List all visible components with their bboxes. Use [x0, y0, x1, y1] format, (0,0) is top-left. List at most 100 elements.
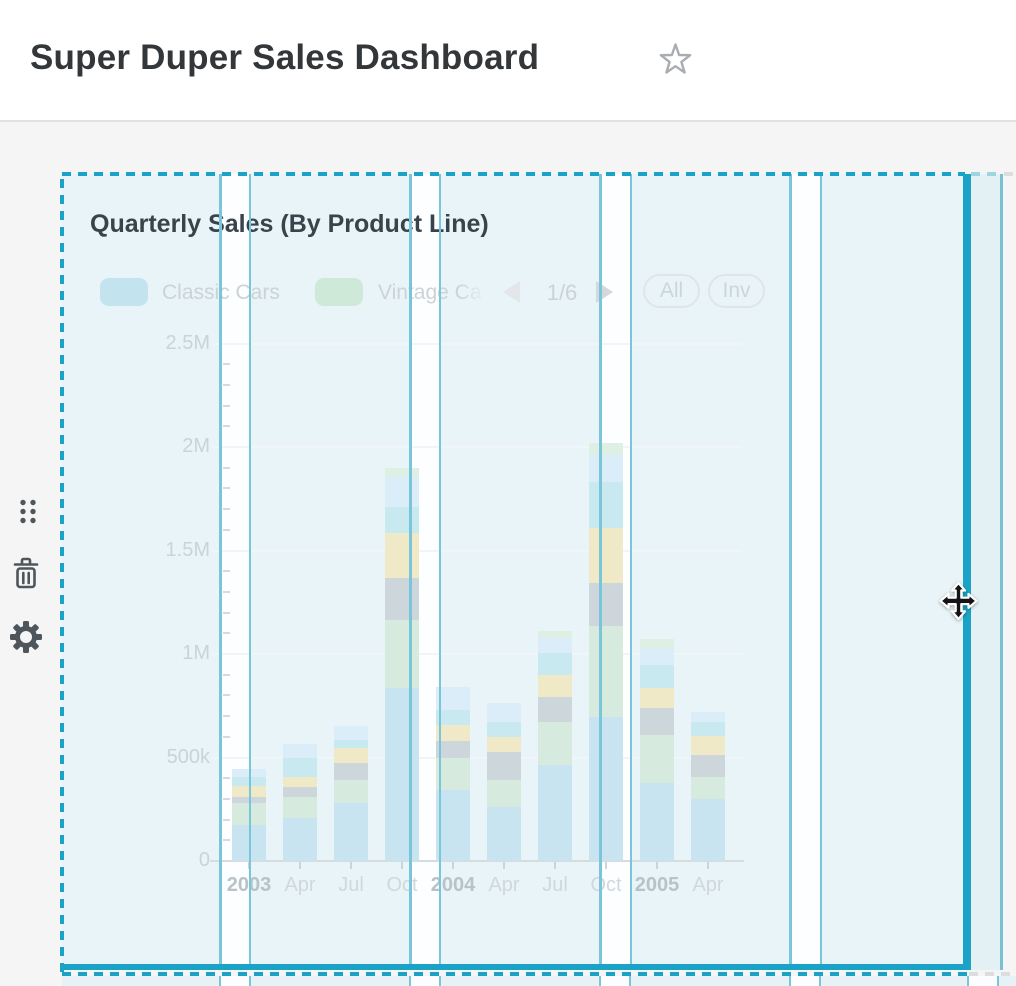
bar-segment[interactable] [486, 737, 521, 753]
x-axis-label: Jul [338, 874, 364, 896]
drag-handle-icon[interactable] [17, 498, 39, 525]
bar-segment[interactable] [486, 806, 521, 861]
y-axis-minor-tick [223, 487, 230, 490]
bar-segment[interactable] [486, 780, 521, 807]
card-drag-border-top [62, 172, 965, 176]
bar-segment[interactable] [333, 747, 368, 764]
delete-card-button[interactable] [12, 557, 40, 590]
bar-segment[interactable] [639, 734, 674, 783]
legend-select-all-button[interactable]: All [643, 274, 700, 308]
bar-segment[interactable] [435, 725, 470, 741]
y-axis-minor-tick [223, 528, 230, 531]
next-card-dash-border [62, 971, 968, 976]
x-axis-tick [655, 862, 658, 869]
bar-segment[interactable] [333, 726, 368, 740]
bar-segment[interactable] [639, 687, 674, 709]
bar-segment[interactable] [435, 789, 470, 861]
bar-segment[interactable] [639, 708, 674, 735]
bar-segment[interactable] [282, 817, 317, 861]
bar-segment[interactable] [384, 687, 419, 861]
bar-segment[interactable] [333, 803, 368, 861]
bar-segment[interactable] [537, 630, 572, 638]
bar-segment[interactable] [537, 674, 572, 697]
legend-item-label[interactable]: Vintage Ca [378, 281, 482, 304]
bar-segment[interactable] [588, 625, 623, 717]
bar-segment[interactable] [588, 443, 623, 455]
grid-gutter [789, 976, 821, 986]
bar-segment[interactable] [588, 527, 623, 583]
bar-segment[interactable] [486, 703, 521, 723]
bar-segment[interactable] [690, 798, 725, 861]
bar-segment[interactable] [435, 687, 470, 711]
gridline [212, 342, 742, 345]
y-axis-label: 0 [198, 849, 210, 871]
favorite-star-icon[interactable] [658, 42, 693, 76]
bar-segment[interactable] [384, 532, 419, 578]
bar-segment[interactable] [282, 757, 317, 777]
gridline [212, 549, 742, 552]
x-axis-tick [298, 862, 301, 869]
bar-segment[interactable] [537, 652, 572, 675]
bar-segment[interactable] [588, 454, 623, 482]
bar-segment[interactable] [690, 711, 725, 722]
bar-segment[interactable] [588, 716, 623, 861]
x-axis-tick [706, 862, 709, 869]
bar-segment[interactable] [639, 638, 674, 648]
x-axis-label: Apr [692, 874, 724, 896]
y-axis-label: 2M [182, 435, 210, 457]
grid-gutter [219, 976, 251, 986]
bar-segment[interactable] [384, 577, 419, 620]
card-settings-gear-icon[interactable] [10, 621, 42, 653]
x-axis-label: Jul [542, 874, 568, 896]
grid-dash-top-right-gray [1004, 172, 1016, 176]
bar-segment[interactable] [639, 664, 674, 688]
legend-pager: 1/6 [546, 280, 578, 305]
bar-segment[interactable] [384, 468, 419, 477]
grid-column-line [819, 174, 822, 964]
legend-invert-button[interactable]: Inv [708, 274, 765, 308]
grid-column-line [629, 174, 632, 964]
y-axis-minor-tick [223, 611, 230, 614]
bar-segment[interactable] [537, 721, 572, 765]
bar-segment[interactable] [690, 776, 725, 799]
bar-segment[interactable] [384, 506, 419, 533]
bar-segment[interactable] [690, 755, 725, 777]
x-axis-line [210, 860, 744, 862]
bar-segment[interactable] [486, 722, 521, 738]
gridline [212, 653, 742, 655]
bar-segment[interactable] [639, 782, 674, 861]
bar-segment[interactable] [282, 797, 317, 818]
next-card-strip [62, 976, 1016, 986]
chart-card[interactable]: Quarterly Sales (By Product Line) Classi… [62, 174, 971, 970]
y-axis-minor-tick [223, 363, 230, 366]
bar-segment[interactable] [435, 740, 470, 758]
bar-segment[interactable] [537, 637, 572, 653]
y-axis-minor-tick [223, 508, 230, 511]
grid-column-line [438, 174, 441, 964]
y-axis-minor-tick [223, 777, 230, 780]
grid-column-line [1000, 174, 1003, 970]
x-axis-tick [400, 862, 403, 869]
legend-prev-icon[interactable] [503, 281, 520, 303]
bar-segment[interactable] [639, 647, 674, 665]
bar-segment[interactable] [588, 481, 623, 528]
y-axis-minor-tick [223, 404, 230, 407]
bar-segment[interactable] [333, 763, 368, 781]
bar-segment[interactable] [690, 721, 725, 736]
bar-segment[interactable] [435, 757, 470, 790]
legend-swatch[interactable] [315, 278, 363, 306]
bar-segment[interactable] [537, 764, 572, 861]
bar-segment[interactable] [537, 696, 572, 722]
bar-segment[interactable] [282, 776, 317, 787]
bar-segment[interactable] [435, 710, 470, 725]
bar-segment[interactable] [384, 476, 419, 507]
legend-swatch[interactable] [100, 278, 148, 306]
bar-segment[interactable] [282, 744, 317, 758]
bar-segment[interactable] [690, 735, 725, 755]
bar-segment[interactable] [282, 786, 317, 798]
bar-segment[interactable] [588, 582, 623, 626]
bar-segment[interactable] [384, 619, 419, 688]
bar-segment[interactable] [333, 739, 368, 748]
bar-segment[interactable] [486, 752, 521, 781]
bar-segment[interactable] [333, 780, 368, 804]
